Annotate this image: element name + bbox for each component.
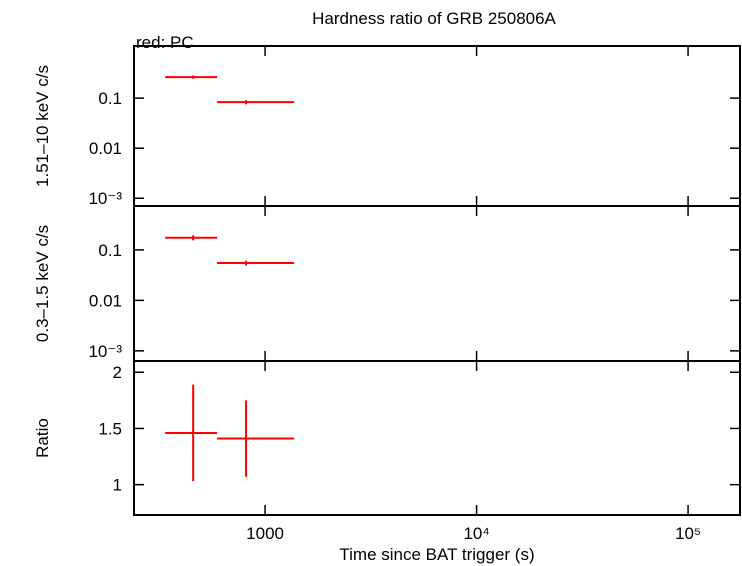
x-tick-label: 10⁵ (675, 524, 701, 543)
y-tick-label: 1 (113, 476, 122, 495)
y-tick-label: 0.1 (98, 89, 122, 108)
plot-frame (133, 205, 741, 362)
y-tick-label: 0.01 (89, 139, 122, 158)
plot-frame (133, 45, 741, 207)
x-tick-label: 10⁴ (463, 524, 489, 543)
y-tick-label: 2 (113, 363, 122, 382)
y-tick-label: 0.01 (89, 291, 122, 310)
y-axis-label: 1.51–10 keV c/s (33, 65, 52, 187)
y-axis-label: 0.3–1.5 keV c/s (33, 225, 52, 342)
y-axis-label: Ratio (33, 418, 52, 458)
y-tick-label: 0.1 (98, 241, 122, 260)
y-tick-label: 10⁻³ (88, 342, 122, 361)
x-axis-label: Time since BAT trigger (s) (339, 545, 534, 564)
x-tick-label: 1000 (246, 524, 284, 543)
chart-subtitle: red: PC (136, 33, 194, 52)
y-tick-label: 10⁻³ (88, 189, 122, 208)
y-tick-label: 1.5 (98, 419, 122, 438)
plot-frame (133, 360, 741, 516)
chart-title: Hardness ratio of GRB 250806A (312, 9, 556, 28)
